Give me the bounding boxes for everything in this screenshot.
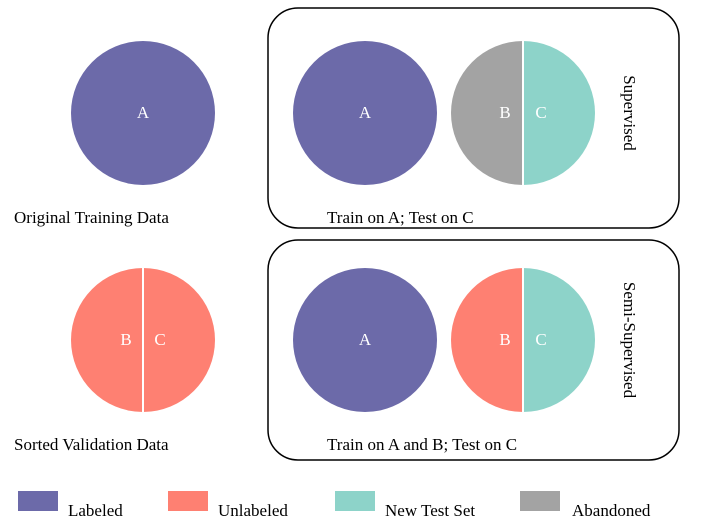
caption: Sorted Validation Data xyxy=(14,435,169,454)
caption: Train on A and B; Test on C xyxy=(327,435,517,454)
half-c xyxy=(143,268,215,412)
legend-swatch xyxy=(18,491,58,511)
segment-label: A xyxy=(359,103,372,122)
segment-label: B xyxy=(499,330,510,349)
legend-label: Abandoned xyxy=(572,501,651,520)
legend-label: Unlabeled xyxy=(218,501,288,520)
half-b xyxy=(451,41,523,185)
box-title: Supervised xyxy=(620,75,639,151)
half-c xyxy=(523,41,595,185)
legend-swatch xyxy=(335,491,375,511)
legend-swatch xyxy=(520,491,560,511)
segment-label: C xyxy=(535,103,546,122)
segment-label: A xyxy=(137,103,150,122)
circle-a xyxy=(293,268,437,412)
caption: Train on A; Test on C xyxy=(327,208,474,227)
circle-a xyxy=(71,41,215,185)
box xyxy=(267,239,680,461)
segment-label: C xyxy=(535,330,546,349)
box xyxy=(267,7,680,229)
half-c xyxy=(523,268,595,412)
segment-label: B xyxy=(499,103,510,122)
half-b xyxy=(71,268,143,412)
circle-a xyxy=(293,41,437,185)
half-b xyxy=(451,268,523,412)
segment-label: B xyxy=(120,330,131,349)
segment-label: A xyxy=(359,330,372,349)
caption: Original Training Data xyxy=(14,208,169,227)
legend-label: New Test Set xyxy=(385,501,475,520)
box-title: Semi-Supervised xyxy=(620,282,639,399)
legend-label: Labeled xyxy=(68,501,123,520)
segment-label: C xyxy=(154,330,165,349)
legend-swatch xyxy=(168,491,208,511)
